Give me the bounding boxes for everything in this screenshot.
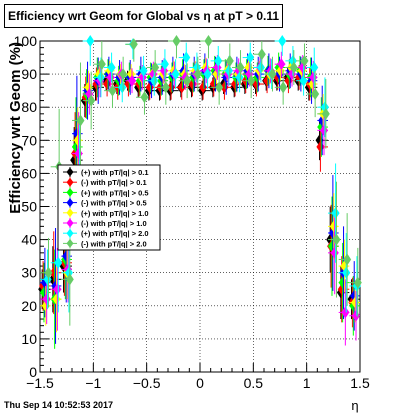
x-tick-label: 0 [196,375,204,391]
data-point [87,94,96,107]
data-point [172,35,181,47]
data-point [140,91,149,104]
data-point [332,233,341,246]
data-point [193,68,202,81]
y-tick-label: 20 [21,298,37,314]
series-8 [40,35,362,326]
data-point [331,207,340,220]
data-point [214,54,223,67]
data-point [279,81,288,94]
data-point [321,107,330,120]
data-point [161,81,170,94]
data-point [256,61,265,74]
y-tick-label: 80 [21,99,37,115]
data-point [310,61,319,74]
data-point [76,114,85,127]
x-tick-label: −1 [85,375,101,391]
data-point [151,61,160,74]
data-point [300,54,309,67]
data-point [119,68,128,81]
data-point [171,68,180,81]
legend-label: (+) with pT/|q| > 2.0 [81,229,149,238]
y-tick-label: 70 [21,132,37,148]
y-tick-label: 40 [21,232,37,248]
y-tick-label: 60 [21,165,37,181]
legend-box [57,164,161,251]
timestamp: Thu Sep 14 10:52:53 2017 [4,400,114,410]
data-point [86,35,95,47]
legend-marker [66,177,74,187]
legend-marker [66,208,74,218]
legend-marker [66,238,74,248]
data-point [224,64,233,77]
x-tick-label: 1 [303,375,311,391]
data-point [107,61,116,74]
data-point [44,266,53,279]
series-7 [40,35,361,316]
x-tick-label: 0.5 [244,375,264,391]
legend-marker [66,218,74,228]
data-point [268,68,277,81]
data-point [65,273,74,286]
y-tick-label: 0 [29,364,37,380]
data-point [311,87,320,100]
y-tick-label: 100 [14,33,38,49]
data-point [257,48,266,61]
data-point [235,71,244,84]
y-tick-label: 10 [21,331,37,347]
data-point [341,306,350,319]
data-point [128,74,137,87]
data-point [96,71,105,84]
data-point [118,81,127,94]
data-point [150,74,159,87]
y-tick-label: 50 [21,199,37,215]
legend-label: (-) with pT/|q| > 0.5 [81,199,147,208]
data-point [53,283,62,296]
chart-title: Efficiency wrt Geom for Global vs η at p… [4,4,283,28]
legend-label: (-) with pT/|q| > 0.1 [81,178,147,187]
legend-label: (+) with pT/|q| > 0.1 [81,168,149,177]
x-tick-label: −0.5 [133,375,161,391]
data-point [203,68,212,81]
legend-label: (-) with pT/|q| > 2.0 [81,239,147,248]
data-point [236,61,245,74]
legend-marker [66,167,74,177]
data-point [139,64,148,77]
legend-label: (-) with pT/|q| > 1.0 [81,219,147,228]
legend-marker [66,198,74,208]
data-point [129,38,138,51]
data-point [247,74,256,87]
legend-label: (+) with pT/|q| > 1.0 [81,209,149,218]
legend-marker [66,228,74,238]
y-tick-label: 90 [21,66,37,82]
data-point [289,61,298,74]
data-point [183,74,192,87]
y-axis-label: Efficiency wrt Geom (%) [7,42,24,214]
data-point [215,81,224,94]
data-point [225,54,234,67]
legend-marker [66,187,74,197]
x-tick-label: 1.5 [350,375,370,391]
data-point [278,35,287,47]
data-point [277,58,286,71]
x-tick-label: −1.5 [26,375,54,391]
data-point [342,266,351,279]
data-point [182,51,191,64]
data-point [97,58,106,71]
data-point [108,84,117,97]
data-point [246,51,255,64]
data-point [353,276,362,289]
x-axis-label: η [351,398,358,413]
y-tick-label: 30 [21,265,37,281]
data-point [160,58,169,71]
data-point [299,74,308,87]
data-point [343,253,352,266]
data-point [54,256,63,269]
legend-label: (+) with pT/|q| > 0.5 [81,188,149,197]
data-point [204,35,213,47]
